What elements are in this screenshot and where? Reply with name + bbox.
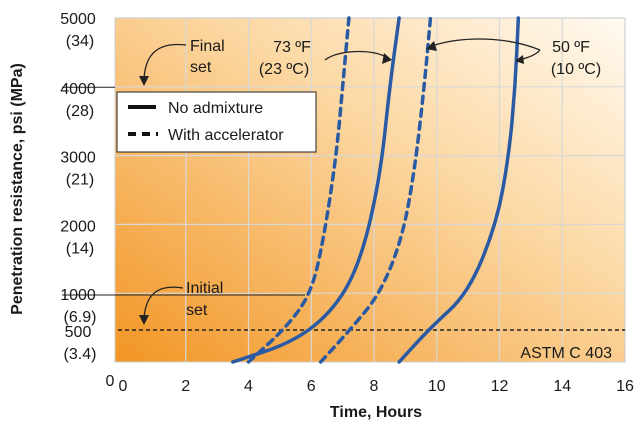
x-tick-6: 6 (307, 378, 316, 395)
final-set-arrowhead (139, 76, 149, 86)
temp-73f-label: 73 ºF (273, 39, 311, 56)
initial-set-arrow (143, 286, 184, 319)
y-tick-psi-500: 500 (65, 324, 92, 341)
temp-50-arrowhead (426, 41, 437, 51)
initial-set-label-line1: Initial (186, 280, 223, 297)
y-tick-mpa-3000: (21) (66, 172, 94, 189)
series-line-with-accelerator-0 (246, 16, 351, 364)
legend-label-no-admixture: No admixture (168, 100, 263, 117)
temp-73-arrowhead (382, 53, 392, 64)
y-tick-psi-1000: 1000 (60, 287, 96, 304)
astm-standard-label: ASTM C 403 (520, 345, 612, 362)
y-tick-mpa-2000: (14) (66, 240, 94, 257)
y-tick-mpa-5000: (34) (66, 33, 94, 50)
x-tick-8: 8 (370, 378, 379, 395)
y-tick-mpa-500: (3.4) (64, 346, 97, 363)
x-tick-10: 10 (428, 378, 446, 395)
y-axis-title: Penetration resistance, psi (MPa) (9, 63, 26, 315)
plot-frame (114, 17, 626, 363)
temp-50-arrowhead-lower (515, 55, 524, 64)
x-tick-labels: 0 2 4 6 8 10 12 14 16 (119, 378, 634, 395)
plot-background (115, 18, 625, 362)
x-tick-12: 12 (491, 378, 509, 395)
y-tick-psi-3000: 3000 (60, 150, 96, 167)
temp-50f-label: 50 ºF (552, 39, 590, 56)
x-tick-16: 16 (616, 378, 634, 395)
legend-box (116, 91, 317, 153)
temp-50-arrow (431, 38, 541, 51)
x-axis-title: Time, Hours (330, 404, 422, 421)
annotations: Final set Initial set 73 ºF (23 ºC) 50 º… (139, 38, 612, 362)
y-tick-mpa-4000: (28) (66, 103, 94, 120)
final-set-label-line1: Final (190, 38, 225, 55)
final-set-label-line2: set (190, 59, 212, 76)
temp-10c-label: (10 ºC) (551, 61, 601, 78)
x-tick-0: 0 (119, 378, 128, 395)
x-tick-14: 14 (553, 378, 571, 395)
y-tick-mpa-1000: (6.9) (64, 309, 97, 326)
series-line-no-admixture-1 (231, 16, 401, 364)
series-line-no-admixture-3 (397, 16, 521, 364)
reference-lines (62, 86, 625, 331)
x-tick-2: 2 (181, 378, 190, 395)
legend: No admixture With accelerator (116, 91, 317, 153)
temp-23c-label: (23 ºC) (259, 61, 309, 78)
y-tick-psi-2000: 2000 (60, 218, 96, 235)
y-tick-labels: 5000(34)4000(28)3000(21)2000(14)1000(6.9… (60, 11, 114, 390)
final-set-arrow (143, 43, 187, 81)
initial-set-label-line2: set (186, 302, 208, 319)
y-tick-origin: 0 (106, 373, 115, 390)
y-tick-psi-4000: 4000 (60, 81, 96, 98)
y-tick-psi-5000: 5000 (60, 11, 96, 28)
temp-73-arrow (324, 50, 387, 61)
x-tick-4: 4 (244, 378, 253, 395)
initial-set-arrowhead (139, 315, 149, 325)
legend-label-with-accelerator: With accelerator (168, 127, 284, 144)
series-lines (231, 16, 521, 364)
series-line-with-accelerator-2 (318, 16, 433, 364)
